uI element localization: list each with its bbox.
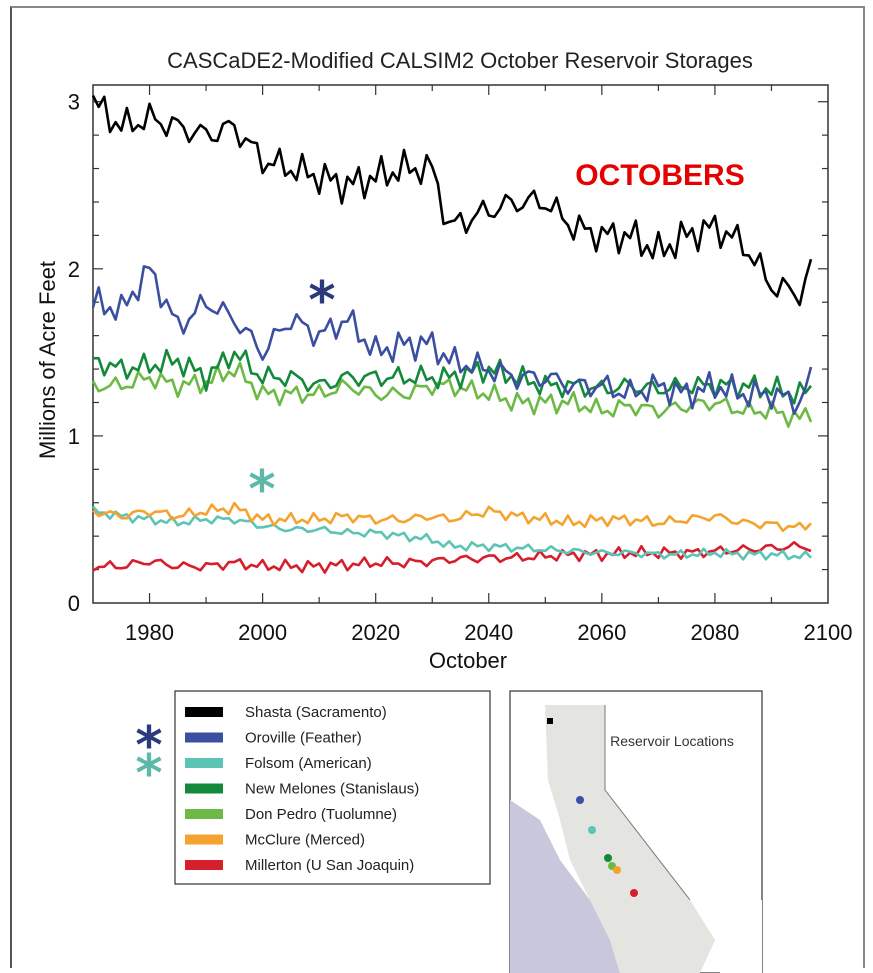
legend-swatch (185, 758, 223, 768)
map-markers (547, 718, 638, 897)
legend-label: Shasta (Sacramento) (245, 704, 387, 721)
legend-label: Folsom (American) (245, 755, 372, 772)
x-tick-label: 2040 (464, 620, 513, 645)
x-tick-label: 1980 (125, 620, 174, 645)
x-tick-label: 2020 (351, 620, 400, 645)
series-line-5 (92, 501, 812, 533)
map-marker (613, 866, 621, 874)
series-lines (91, 95, 813, 574)
map-marker (547, 718, 553, 724)
legend-label: Millerton (U San Joaquin) (245, 857, 414, 874)
legend-label: McClure (Merced) (245, 832, 365, 849)
y-axis-label: Millions of Acre Feet (35, 261, 60, 459)
series-line-3 (92, 348, 813, 405)
series-line-1 (91, 265, 813, 416)
legend-oroville-star: * (135, 716, 162, 776)
legend-swatch (185, 732, 223, 743)
map-label: Reservoir Locations (610, 733, 734, 749)
map-marker (604, 854, 612, 862)
map-marker (588, 826, 596, 834)
state-border (604, 705, 691, 901)
legend-swatch (185, 860, 223, 870)
plot-area (92, 84, 829, 604)
x-tick-labels: 1980 2000 2020 2040 2060 2080 2100 (125, 620, 852, 645)
oroville-star-marker: * (308, 271, 335, 331)
y-tick-label: 1 (68, 424, 80, 449)
figure-frame (10, 6, 865, 968)
x-axis-label: October (429, 648, 507, 673)
map-marker (576, 796, 584, 804)
axis-ticks (93, 85, 828, 603)
legend-label: Don Pedro (Tuolumne) (245, 806, 397, 823)
x-tick-label: 2100 (804, 620, 853, 645)
legend-box (174, 690, 491, 885)
neighbor-state (715, 900, 762, 973)
series-line-2 (92, 505, 812, 561)
legend-swatch (185, 834, 223, 845)
folsom-star-marker: * (248, 460, 275, 520)
reservoir-map: Reservoir Locations (509, 690, 763, 973)
y-tick-labels: 0 1 2 3 (68, 90, 80, 616)
x-tick-label: 2000 (238, 620, 287, 645)
legend-swatch (185, 707, 223, 717)
map-marker (630, 889, 638, 897)
california-shape (545, 705, 715, 973)
x-tick-label: 2080 (690, 620, 739, 645)
legend: Shasta (Sacramento) Oroville (Feather) Fol… (185, 704, 419, 874)
legend-swatch (185, 809, 223, 819)
y-tick-label: 3 (68, 90, 80, 115)
legend-label: Oroville (Feather) (245, 730, 362, 747)
y-tick-label: 0 (68, 591, 80, 616)
chart-title: CASCaDE2-Modified CALSIM2 October Reserv… (167, 48, 753, 73)
octobers-annotation: OCTOBERS (575, 159, 744, 192)
legend-swatch (185, 783, 223, 794)
y-tick-label: 2 (68, 257, 80, 282)
x-tick-label: 2060 (577, 620, 626, 645)
legend-label: New Melones (Stanislaus) (245, 781, 419, 798)
series-line-6 (92, 540, 812, 574)
legend-folsom-star: * (135, 744, 162, 804)
series-line-0 (91, 95, 813, 307)
ocean-shape (510, 800, 620, 973)
